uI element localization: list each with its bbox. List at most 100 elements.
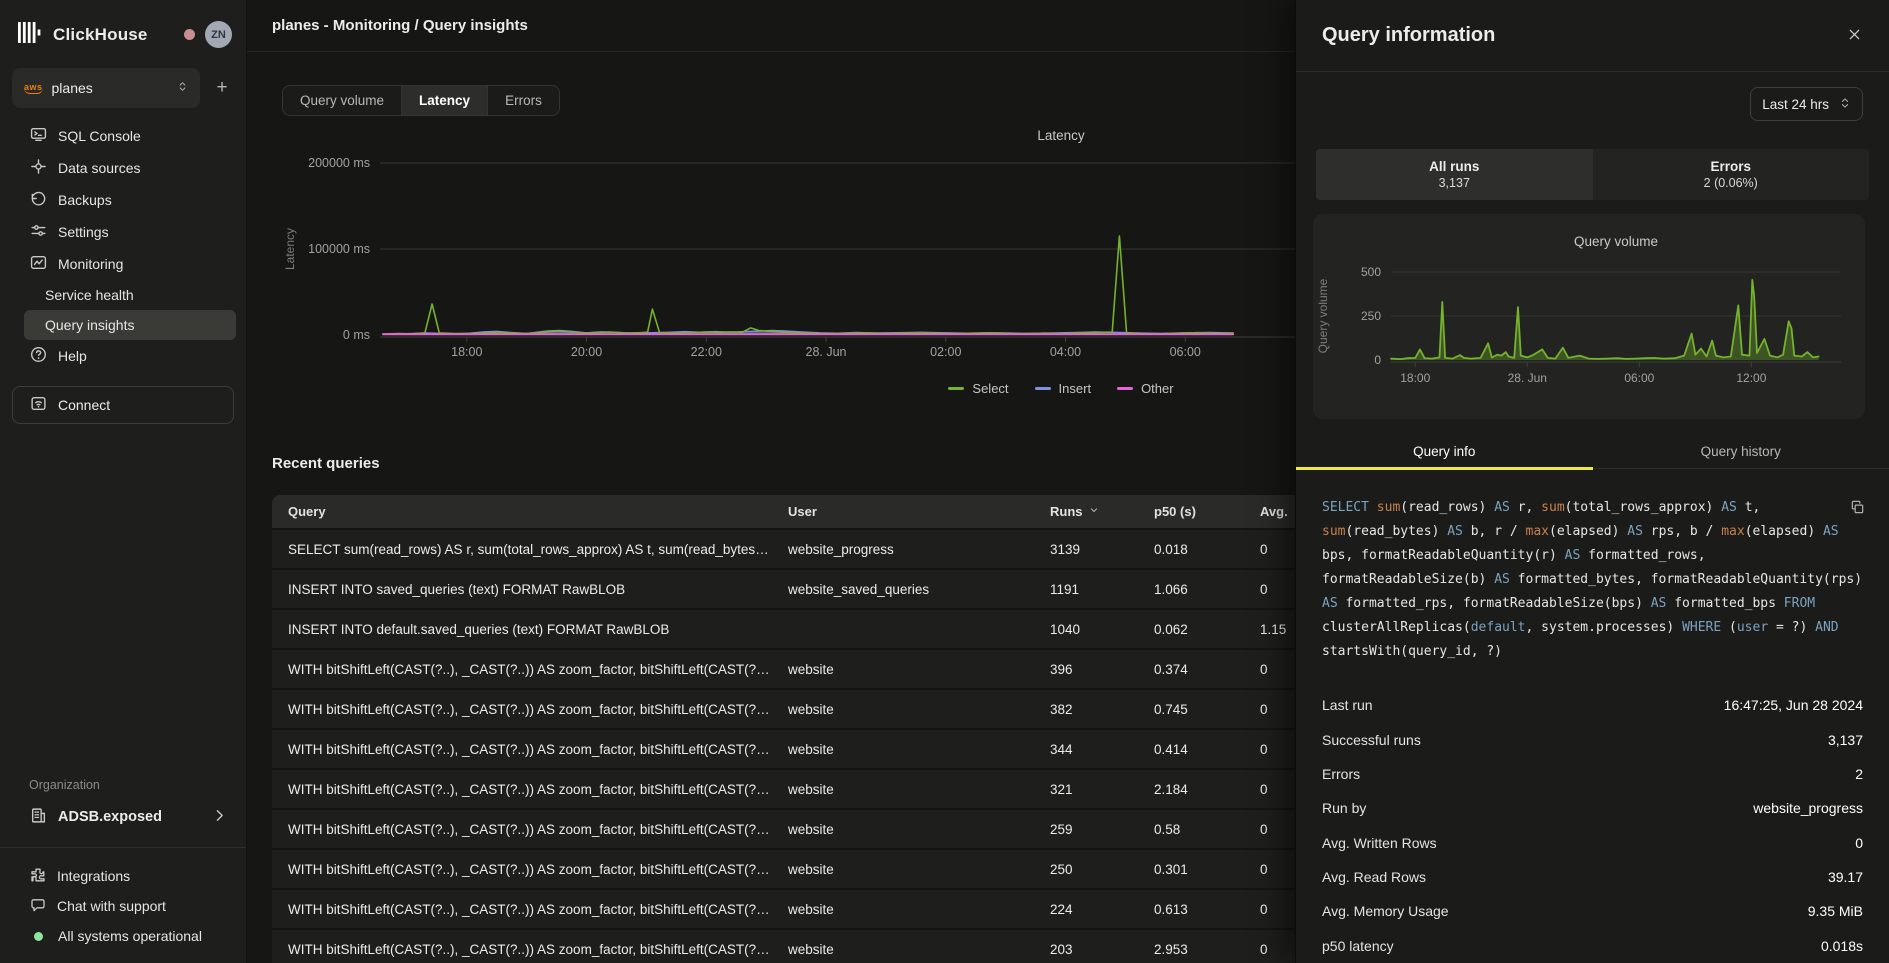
sql-token: , system.processes)	[1525, 620, 1683, 635]
sql-token: rps, b /	[1650, 524, 1722, 539]
table-row[interactable]: WITH bitShiftLeft(CAST(?..), _CAST(?..))…	[272, 928, 1432, 963]
sidebar-item-help[interactable]: Help	[0, 340, 246, 372]
svg-text:Latency: Latency	[1037, 128, 1085, 143]
detail-label: Avg. Read Rows	[1322, 869, 1427, 886]
sql-token: clusterAllReplicas(	[1322, 620, 1471, 635]
runs-errors-toggle: All runs 3,137 Errors 2 (0.06%)	[1316, 149, 1869, 200]
sidebar-item-monitoring[interactable]: Monitoring	[0, 248, 246, 280]
svg-text:06:00: 06:00	[1170, 345, 1201, 359]
table-cell: WITH bitShiftLeft(CAST(?..), _CAST(?..))…	[288, 821, 788, 837]
table-cell: 224	[1050, 901, 1073, 917]
table-row[interactable]: WITH bitShiftLeft(CAST(?..), _CAST(?..))…	[272, 808, 1432, 848]
table-cell: 0.374	[1154, 661, 1188, 677]
workspace-selector[interactable]: aws planes	[12, 68, 200, 108]
query-volume-card: 0 250 500 18:00 28. Jun 06:00 12:00 Query volum…	[1313, 214, 1865, 419]
workspace-row: aws planes +	[12, 68, 234, 108]
sidebar-item-sql-console[interactable]: SQL Console	[0, 120, 246, 152]
svg-text:18:00: 18:00	[451, 345, 482, 359]
table-row[interactable]: WITH bitShiftLeft(CAST(?..), _CAST(?..))…	[272, 888, 1432, 928]
column-header-avg-[interactable]: Avg.	[1260, 504, 1288, 519]
sql-token: max	[1525, 524, 1549, 539]
sql-token: t,	[1744, 500, 1761, 515]
sidebar-item-query-insights[interactable]: Query insights	[24, 310, 236, 340]
svg-text:0: 0	[1374, 353, 1381, 367]
table-cell: 203	[1050, 941, 1073, 957]
sidebar-item-backups[interactable]: Backups	[0, 184, 246, 216]
tab-query-volume[interactable]: Query volume	[300, 93, 385, 108]
tab-latency[interactable]: Latency	[401, 86, 488, 115]
table-row[interactable]: WITH bitShiftLeft(CAST(?..), _CAST(?..))…	[272, 648, 1432, 688]
connect-button[interactable]: Connect	[12, 386, 234, 424]
connect-label: Connect	[58, 397, 111, 413]
sql-token: AS	[1494, 572, 1518, 587]
query-volume-chart: 0 250 500 18:00 28. Jun 06:00 12:00 Query volum…	[1316, 234, 1841, 385]
column-header-p50-s-[interactable]: p50 (s)	[1154, 504, 1196, 519]
sidebar-item-label: Backups	[58, 192, 112, 208]
table-row[interactable]: WITH bitShiftLeft(CAST(?..), _CAST(?..))…	[272, 768, 1432, 808]
copy-icon[interactable]	[1850, 500, 1865, 518]
organization-switcher[interactable]: ADSB.exposed	[0, 800, 246, 834]
sidebar-item-integrations[interactable]: Integrations	[0, 861, 246, 891]
recent-queries-title: Recent queries	[272, 455, 380, 472]
sidebar-item-label: Settings	[58, 224, 109, 240]
column-header-query[interactable]: Query	[288, 504, 326, 519]
column-header-runs[interactable]: Runs	[1050, 504, 1154, 519]
svg-text:02:00: 02:00	[930, 345, 961, 359]
chat-icon	[30, 897, 46, 916]
legend-item-select[interactable]: Select	[948, 381, 1009, 396]
legend-item-other[interactable]: Other	[1117, 381, 1174, 396]
detail-row-last-run: Last run 16:47:25, Jun 28 2024	[1322, 688, 1863, 722]
time-range-select[interactable]: Last 24 hrs	[1750, 87, 1863, 121]
table-cell: website	[788, 861, 834, 877]
plus-icon[interactable]: +	[210, 77, 234, 99]
sub-nav: Service health Query insights	[0, 280, 246, 340]
table-cell: 250	[1050, 861, 1073, 877]
sql-token: (elapsed)	[1549, 524, 1628, 539]
sidebar-item-settings[interactable]: Settings	[0, 216, 246, 248]
svg-text:04:00: 04:00	[1050, 345, 1081, 359]
status-dot	[34, 931, 43, 941]
table-cell: 259	[1050, 821, 1073, 837]
detail-value: 16:47:25, Jun 28 2024	[1723, 697, 1863, 714]
tab-errors[interactable]: Errors	[487, 86, 559, 115]
table-row[interactable]: WITH bitShiftLeft(CAST(?..), _CAST(?..))…	[272, 848, 1432, 888]
avatar[interactable]: ZN	[205, 21, 232, 48]
legend-item-insert[interactable]: Insert	[1034, 381, 1091, 396]
sql-token: startsWith(query_id, ?)	[1322, 644, 1503, 659]
panel-title: Query information	[1322, 24, 1496, 46]
toggle-all-runs[interactable]: All runs 3,137	[1316, 149, 1593, 200]
table-cell: WITH bitShiftLeft(CAST(?..), _CAST(?..))…	[288, 781, 788, 797]
sidebar-item-data-sources[interactable]: Data sources	[0, 152, 246, 184]
tab-query-info[interactable]: Query info	[1296, 435, 1593, 470]
table-row[interactable]: INSERT INTO default.saved_queries (text)…	[272, 608, 1432, 648]
sidebar-item-label: SQL Console	[58, 128, 141, 144]
table-cell: website	[788, 821, 834, 837]
sql-token: (read_bytes)	[1345, 524, 1448, 539]
table-cell: 0.301	[1154, 861, 1188, 877]
sidebar-item-chat-with-support[interactable]: Chat with support	[0, 891, 246, 921]
detail-value: 9.35 MiB	[1807, 903, 1863, 920]
chart-tabbar: Query volume Latency Errors	[282, 85, 560, 116]
toggle-errors[interactable]: Errors 2 (0.06%)	[1592, 149, 1869, 200]
table-row[interactable]: WITH bitShiftLeft(CAST(?..), _CAST(?..))…	[272, 688, 1432, 728]
column-header-user[interactable]: User	[788, 504, 817, 519]
close-icon[interactable]	[1843, 25, 1865, 47]
sidebar-item-all-systems-operational[interactable]: All systems operational	[0, 921, 246, 951]
tab-query-history[interactable]: Query history	[1700, 444, 1781, 459]
table-header-row: Query User Runs p50 (s) Avg.	[272, 495, 1432, 528]
table-row[interactable]: INSERT INTO saved_queries (text) FORMAT …	[272, 568, 1432, 608]
svg-text:20:00: 20:00	[571, 345, 602, 359]
sql-token: bps, formatReadableQuantity(r)	[1322, 548, 1565, 563]
chevron-updown-icon	[177, 80, 188, 96]
table-row[interactable]: SELECT sum(read_rows) AS r, sum(total_ro…	[272, 528, 1432, 568]
table-cell: 0.745	[1154, 701, 1188, 717]
table-cell: 396	[1050, 661, 1073, 677]
table-cell: 382	[1050, 701, 1073, 717]
table-row[interactable]: WITH bitShiftLeft(CAST(?..), _CAST(?..))…	[272, 728, 1432, 768]
sql-token: FROM	[1783, 596, 1816, 611]
recent-queries-table: Query User Runs p50 (s) Avg. SELECT sum(read_…	[272, 495, 1432, 963]
detail-row-successful-runs: Successful runs 3,137	[1322, 722, 1863, 756]
panel-tabs: Query info Query history	[1296, 435, 1889, 470]
breadcrumb: planes - Monitoring / Query insights	[272, 17, 528, 34]
sidebar-item-service-health[interactable]: Service health	[45, 287, 134, 303]
